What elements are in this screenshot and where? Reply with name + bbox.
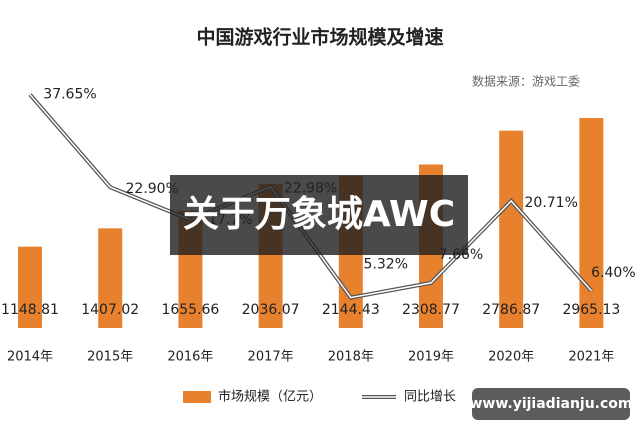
- bar-value-label: 1148.81: [1, 302, 59, 318]
- bar-value-label: 2965.13: [562, 302, 620, 318]
- bar-value-label: 2308.77: [402, 302, 460, 318]
- legend-swatch: [183, 391, 211, 403]
- banner-box: [170, 175, 468, 255]
- bar-value-label: 2144.43: [322, 302, 380, 318]
- line-value-label: 6.40%: [591, 265, 635, 281]
- bar: [18, 246, 42, 328]
- x-tick-label: 2016年: [167, 350, 213, 365]
- x-tick-label: 2014年: [7, 350, 53, 365]
- x-tick-label: 2015年: [87, 350, 133, 365]
- x-tick-label: 2017年: [248, 350, 294, 365]
- bar: [579, 118, 604, 328]
- source-note: 数据来源：游戏工委: [472, 74, 580, 89]
- line-value-label: 37.65%: [43, 87, 96, 103]
- bar-value-label: 2036.07: [242, 302, 300, 318]
- banner-text: 关于万象城AWC: [183, 194, 455, 235]
- bar-value-label: 1655.66: [161, 302, 219, 318]
- bar-value-label: 2786.87: [482, 302, 540, 318]
- x-tick-label: 2020年: [488, 350, 534, 365]
- watermark-text: www.yijiadianju.com: [469, 396, 632, 412]
- x-tick-label: 2018年: [328, 350, 374, 365]
- watermark-box: [472, 388, 630, 420]
- line-value-label: 20.71%: [525, 195, 578, 211]
- bar: [98, 228, 123, 328]
- chart-title: 中国游戏行业市场规模及增速: [196, 26, 443, 49]
- bar: [499, 130, 524, 328]
- legend-label: 同比增长: [404, 390, 456, 405]
- legend-label: 市场规模（亿元）: [218, 389, 322, 405]
- x-tick-label: 2021年: [568, 350, 614, 365]
- x-tick-label: 2019年: [408, 350, 454, 365]
- line-value-label: 22.90%: [126, 181, 179, 197]
- bar-value-label: 1407.02: [81, 302, 139, 318]
- line-value-label: 5.32%: [364, 257, 408, 273]
